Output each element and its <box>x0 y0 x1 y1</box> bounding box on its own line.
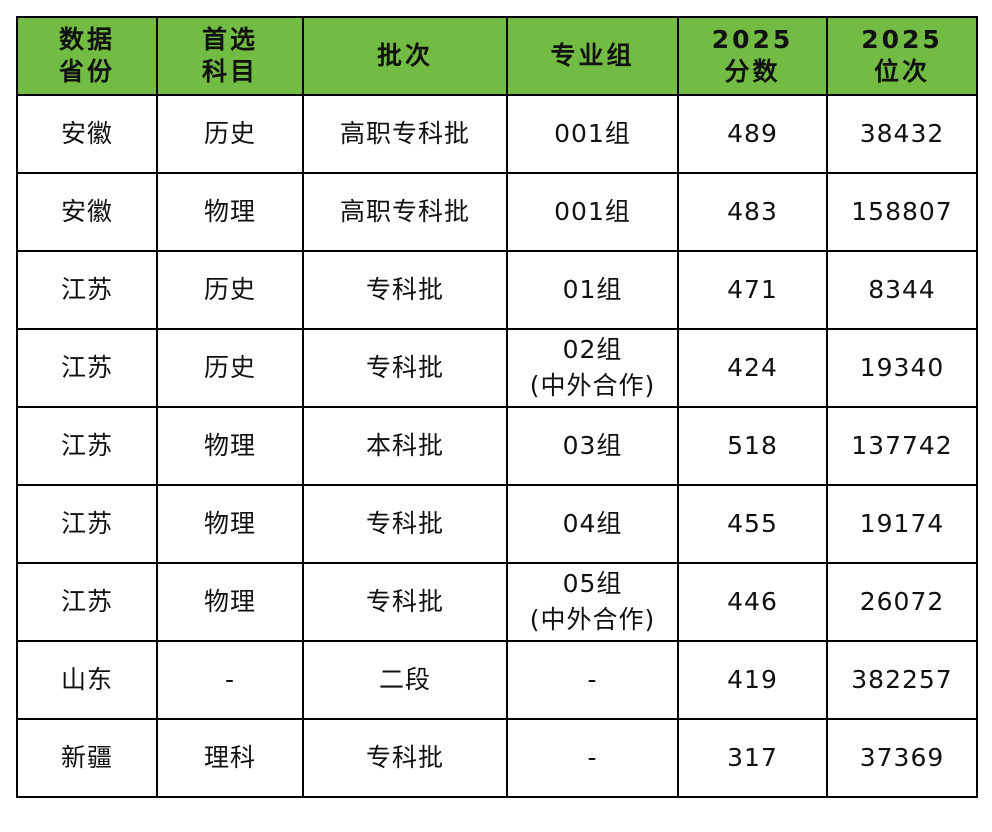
cell-score: 446 <box>677 562 828 642</box>
cell-rank: 38432 <box>826 94 978 174</box>
cell-major-group: 05组 (中外合作) <box>506 562 679 642</box>
header-score: 2025 分数 <box>677 16 828 96</box>
cell-rank: 137742 <box>826 406 978 486</box>
cell-major-group: 02组 (中外合作) <box>506 328 679 408</box>
cell-subject: 物理 <box>156 172 304 252</box>
cell-score: 317 <box>677 718 828 798</box>
cell-score: 424 <box>677 328 828 408</box>
cell-rank: 19174 <box>826 484 978 564</box>
table-row: 江苏 物理 专科批 04组 455 19174 <box>16 484 978 564</box>
table-body: 安徽 历史 高职专科批 001组 489 38432 安徽 物理 高职专科批 001组 483 158… <box>16 94 978 798</box>
cell-rank: 8344 <box>826 250 978 330</box>
cell-province: 江苏 <box>16 250 158 330</box>
cell-score: 489 <box>677 94 828 174</box>
cell-rank: 158807 <box>826 172 978 252</box>
cell-score: 419 <box>677 640 828 720</box>
cell-subject: 物理 <box>156 406 304 486</box>
cell-batch: 专科批 <box>302 718 508 798</box>
cell-subject: - <box>156 640 304 720</box>
table-row: 安徽 物理 高职专科批 001组 483 158807 <box>16 172 978 252</box>
header-subject: 首选 科目 <box>156 16 304 96</box>
cell-score: 483 <box>677 172 828 252</box>
table-row: 江苏 物理 本科批 03组 518 137742 <box>16 406 978 486</box>
header-major-group: 专业组 <box>506 16 679 96</box>
cell-rank: 26072 <box>826 562 978 642</box>
cell-rank: 37369 <box>826 718 978 798</box>
header-rank: 2025 位次 <box>826 16 978 96</box>
table-row: 山东 - 二段 -419 382257 <box>16 640 978 720</box>
cell-major-group: 001组 <box>506 172 679 252</box>
cell-province: 安徽 <box>16 172 158 252</box>
cell-rank: 19340 <box>826 328 978 408</box>
cell-province: 江苏 <box>16 328 158 408</box>
cell-score: 455 <box>677 484 828 564</box>
cell-province: 江苏 <box>16 406 158 486</box>
cell-province: 新疆 <box>16 718 158 798</box>
cell-batch: 本科批 <box>302 406 508 486</box>
table-row: 江苏 历史 专科批 02组 (中外合作) 424 19340 <box>16 328 978 408</box>
cell-subject: 物理 <box>156 484 304 564</box>
admission-scores-table: 数据 省份 首选 科目 批次 专业组 2025 分数 2025 位次 安徽 历史 高职专科批 0… <box>16 16 978 798</box>
cell-subject: 物理 <box>156 562 304 642</box>
cell-province: 安徽 <box>16 94 158 174</box>
cell-subject: 历史 <box>156 328 304 408</box>
cell-subject: 历史 <box>156 250 304 330</box>
table-row: 安徽 历史 高职专科批 001组 489 38432 <box>16 94 978 174</box>
cell-subject: 理科 <box>156 718 304 798</box>
cell-subject: 历史 <box>156 94 304 174</box>
header-batch: 批次 <box>302 16 508 96</box>
cell-batch: 高职专科批 <box>302 94 508 174</box>
cell-major-group: 04组 <box>506 484 679 564</box>
header-row: 数据 省份 首选 科目 批次 专业组 2025 分数 2025 位次 <box>16 16 978 96</box>
cell-major-group: 01组 <box>506 250 679 330</box>
cell-batch: 专科批 <box>302 562 508 642</box>
cell-batch: 专科批 <box>302 328 508 408</box>
table-row: 江苏 物理 专科批 05组 (中外合作) 446 26072 <box>16 562 978 642</box>
cell-major-group: - <box>506 640 679 720</box>
cell-major-group: 001组 <box>506 94 679 174</box>
cell-major-group: 03组 <box>506 406 679 486</box>
header-province: 数据 省份 <box>16 16 158 96</box>
cell-province: 江苏 <box>16 484 158 564</box>
cell-score: 471 <box>677 250 828 330</box>
cell-batch: 专科批 <box>302 250 508 330</box>
cell-rank: 382257 <box>826 640 978 720</box>
cell-score: 518 <box>677 406 828 486</box>
cell-batch: 二段 <box>302 640 508 720</box>
cell-province: 江苏 <box>16 562 158 642</box>
cell-province: 山东 <box>16 640 158 720</box>
cell-batch: 专科批 <box>302 484 508 564</box>
cell-batch: 高职专科批 <box>302 172 508 252</box>
cell-major-group: - <box>506 718 679 798</box>
table-row: 江苏 历史 专科批 01组 471 8344 <box>16 250 978 330</box>
table-row: 新疆 理科 专科批 -317 37369 <box>16 718 978 798</box>
